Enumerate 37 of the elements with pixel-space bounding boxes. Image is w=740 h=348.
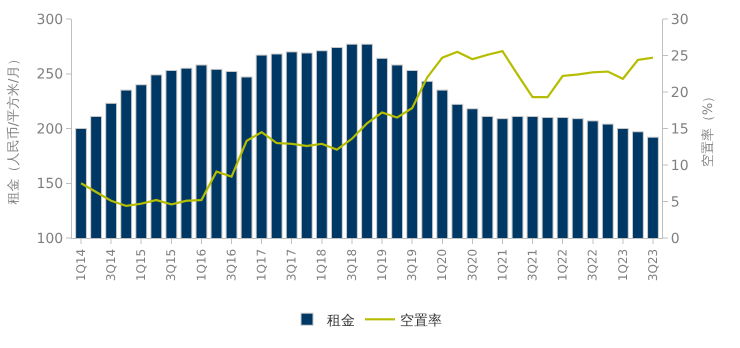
y2-tick-label: 15 [670,121,689,138]
x-tick-label: 3Q14 [104,248,118,282]
y-tick-label: 150 [36,176,64,192]
y-tick-label: 250 [36,66,64,83]
y2-tick-label: 30 [670,12,689,28]
x-tick-label: 1Q17 [254,248,269,282]
x-tick-label: 3Q16 [224,248,238,282]
y2-tick-label: 0 [670,230,680,247]
x-tick-label: 3Q21 [525,248,540,282]
x-tick-label: 1Q22 [556,248,570,282]
x-tick-label: 3Q20 [465,248,480,282]
x-tick-label: 1Q18 [314,248,329,282]
y2-tick-label: 25 [670,48,689,64]
x-tick-label: 1Q19 [374,248,389,282]
x-tick-label: 1Q20 [435,248,450,282]
y-axis-title: 租金（人民币/平方米/月） [5,52,22,204]
x-tick-label: 1Q15 [134,248,148,282]
x-tick-label: 3Q18 [344,248,359,282]
y2-tick-label: 5 [670,194,680,210]
legend-label: 租金 [327,312,355,329]
x-tick-label: 3Q15 [164,248,178,282]
x-tick-label: 3Q23 [646,248,660,282]
y-tick-label: 100 [36,230,64,247]
x-tick-label: 1Q14 [74,248,88,282]
x-tick-label: 3Q19 [405,248,420,282]
y-tick-label: 300 [36,12,64,28]
line-series [80,50,654,207]
x-tick-label: 3Q17 [284,248,299,282]
x-tick-label: 1Q21 [495,248,510,282]
x-tick-label: 1Q16 [194,248,208,282]
y2-tick-label: 10 [670,158,689,174]
y2-tick-label: 20 [670,84,689,101]
x-tick-label: 1Q23 [616,248,630,282]
x-tick-label: 3Q22 [586,248,600,282]
legend-label: 空置率 [400,312,442,329]
y2-axis-title: 空置率（%） [700,90,716,168]
y-tick-label: 200 [36,121,64,138]
